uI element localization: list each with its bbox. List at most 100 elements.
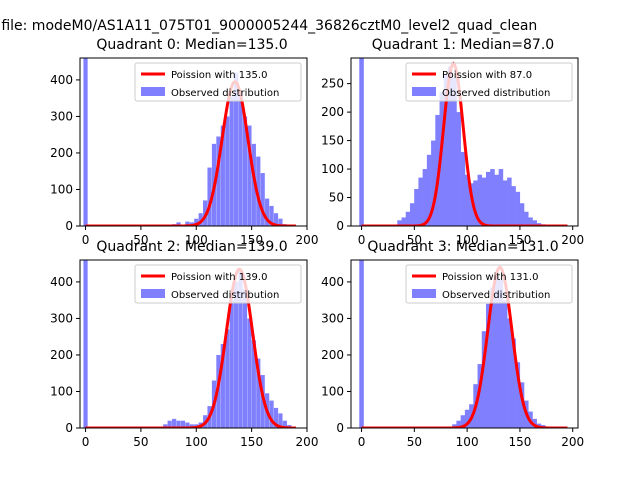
- x-tick-label: 150: [240, 233, 263, 247]
- hist-bar: [532, 418, 537, 428]
- panel-3-title: Quadrant 3: Median=131.0: [367, 239, 558, 255]
- legend-patch-swatch: [141, 87, 165, 96]
- hist-bar: [207, 167, 212, 226]
- hist-bar: [234, 281, 239, 428]
- hist-bar: [477, 174, 483, 226]
- y-tick-label: 50: [329, 191, 344, 205]
- hist-bar: [359, 260, 364, 428]
- hist-bar: [163, 424, 168, 428]
- hist-bar: [238, 90, 243, 226]
- hist-bar: [485, 171, 491, 226]
- legend-box: [134, 62, 302, 102]
- hist-bar: [189, 424, 194, 428]
- hist-bar: [176, 420, 181, 428]
- hist-bar: [242, 116, 248, 226]
- figure-suptitle: n file: modeM0/AS1A11_075T01_9000005244_…: [0, 18, 537, 34]
- hist-bar: [273, 407, 279, 428]
- y-tick-label: 100: [321, 384, 344, 398]
- hist-bar: [422, 169, 428, 226]
- legend-entry-observed: Observed distribution: [171, 88, 279, 99]
- hist-bar: [519, 203, 525, 226]
- hist-bar: [247, 318, 252, 428]
- panel-2-title: Quadrant 2: Median=139.0: [96, 239, 287, 255]
- y-tick-label: 300: [321, 311, 344, 325]
- hist-bar: [515, 191, 521, 226]
- hist-bar: [265, 198, 270, 226]
- y-tick-label: 200: [321, 348, 344, 362]
- hist-bar: [242, 289, 248, 428]
- hist-bar: [473, 180, 478, 226]
- hist-bar: [180, 420, 186, 428]
- hist-bar: [431, 140, 436, 226]
- hist-bar: [225, 329, 230, 428]
- hist-bar: [273, 213, 279, 226]
- legend-entry-observed: Observed distribution: [442, 88, 550, 99]
- y-tick-label: 400: [50, 275, 73, 289]
- x-tick-label: 50: [407, 435, 422, 449]
- hist-bar: [83, 58, 88, 226]
- hist-bar: [523, 211, 529, 226]
- hist-bar: [216, 136, 221, 226]
- hist-bar: [172, 418, 177, 428]
- y-tick-label: 0: [65, 421, 73, 435]
- x-tick-label: 100: [185, 435, 208, 449]
- y-tick-label: 100: [321, 162, 344, 176]
- hist-bar: [414, 188, 419, 226]
- x-tick-label: 200: [561, 435, 584, 449]
- panel-0-title: Quadrant 0: Median=135.0: [96, 37, 287, 53]
- hist-bar: [229, 300, 234, 428]
- y-tick-label: 300: [50, 109, 73, 123]
- hist-bar: [426, 154, 432, 226]
- hist-bar: [507, 318, 512, 428]
- hist-bar: [490, 287, 495, 428]
- hist-bar: [185, 221, 190, 226]
- hist-bar: [494, 274, 499, 428]
- x-tick-label: 150: [508, 233, 531, 247]
- hist-bar: [464, 409, 470, 428]
- x-tick-label: 50: [133, 435, 148, 449]
- axes-frame: [350, 57, 579, 227]
- hist-bar: [515, 362, 521, 428]
- x-tick-label: 100: [456, 233, 479, 247]
- panel-1-plot-area: [359, 58, 568, 226]
- hist-bar: [498, 169, 504, 226]
- hist-bar: [278, 218, 283, 226]
- y-tick-label: 300: [50, 311, 73, 325]
- legend-entry-observed: Observed distribution: [442, 290, 550, 301]
- x-tick-label: 0: [82, 233, 90, 247]
- x-tick-label: 50: [407, 233, 422, 247]
- y-tick-label: 150: [321, 134, 344, 148]
- hist-bar: [528, 217, 533, 226]
- x-tick-label: 100: [185, 233, 208, 247]
- hist-bar: [452, 424, 457, 428]
- y-tick-label: 200: [321, 105, 344, 119]
- hist-bar: [359, 58, 364, 226]
- hist-bar: [401, 217, 407, 226]
- hist-bar: [511, 338, 516, 428]
- hist-bar: [460, 151, 466, 226]
- hist-bar: [176, 222, 181, 226]
- hist-bar: [532, 220, 537, 226]
- panel-3-plot-area: [359, 260, 568, 428]
- hist-bar: [238, 270, 243, 428]
- y-tick-label: 0: [336, 421, 344, 435]
- hist-bar: [494, 174, 499, 226]
- legend-entry-poisson: Poission with 139.0: [171, 272, 267, 283]
- x-tick-label: 0: [82, 435, 90, 449]
- x-tick-label: 200: [296, 435, 319, 449]
- panel-1-plot: 0 50 100 150 200 0 50 100 150 200 250 Poission with…: [321, 57, 584, 247]
- legend-entry-poisson: Poission with 87.0: [442, 70, 532, 81]
- hist-bar: [464, 174, 470, 226]
- hist-bar: [194, 218, 199, 226]
- hist-bar: [260, 173, 265, 226]
- hist-bar: [456, 420, 461, 428]
- poisson-curve: [361, 61, 568, 226]
- hist-bar: [481, 331, 487, 428]
- x-tick-label: 150: [240, 435, 263, 449]
- legend-patch-swatch: [141, 289, 165, 298]
- hist-bar: [481, 177, 487, 226]
- axes-frame: [350, 259, 579, 429]
- hist-bar: [469, 183, 474, 226]
- hist-bar: [220, 344, 225, 428]
